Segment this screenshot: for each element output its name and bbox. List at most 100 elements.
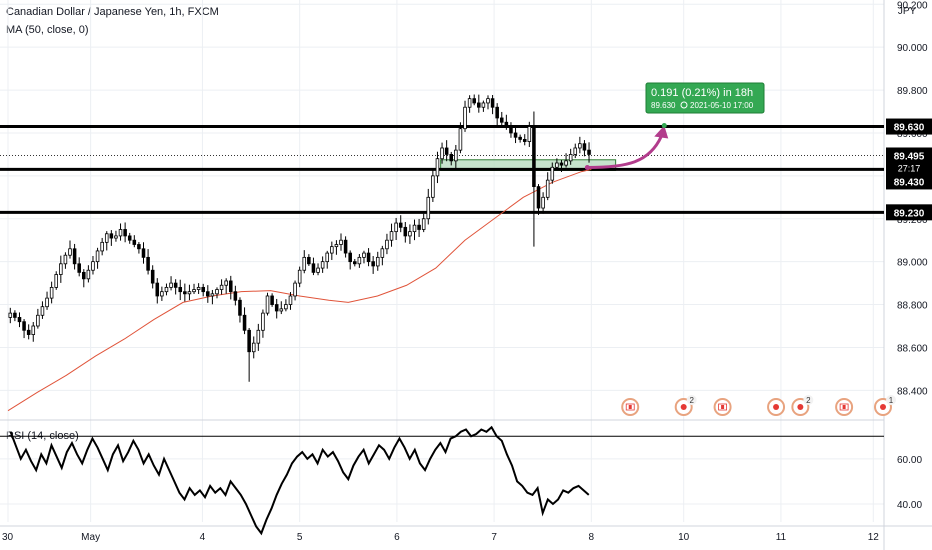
candle-down (26, 329, 31, 335)
candle-up (59, 263, 63, 275)
candle-down (127, 235, 132, 241)
candle-up (357, 256, 362, 265)
japan-flag-icon (880, 404, 886, 410)
price-tag-label: 89.230 (894, 208, 925, 219)
candle-down (22, 321, 26, 331)
event-badge-bg (686, 395, 697, 405)
candle-down (270, 295, 274, 305)
candle-up (36, 314, 40, 327)
candle-up (91, 261, 95, 271)
candle-up (555, 162, 559, 168)
candle-down (17, 317, 22, 323)
candle-up (435, 158, 440, 177)
candle-up (114, 235, 118, 239)
candle-down (559, 162, 564, 166)
japan-flag-icon (680, 404, 687, 410)
candle-up (330, 246, 334, 254)
ma-indicator-label: MA (50, close, 0) (6, 24, 89, 36)
candle-up (288, 295, 293, 305)
candle-up (54, 274, 59, 288)
y-tick-label: 89.000 (897, 258, 928, 269)
candle-up (385, 239, 389, 250)
candle-up (481, 102, 486, 108)
candle-down (403, 226, 408, 237)
candle-up (251, 342, 256, 353)
y-tick-label: 90.000 (897, 43, 928, 54)
projection-price-text: 89.630 (651, 101, 676, 110)
event-badge-count: 2 (689, 396, 694, 405)
candle-down (353, 261, 357, 265)
x-tick-label: 12 (868, 532, 880, 543)
candle-down (72, 248, 77, 265)
canada-flag-leaf (721, 405, 725, 409)
y-tick-label: 88.800 (897, 301, 928, 312)
candle-down (499, 117, 504, 123)
candle-up (265, 295, 270, 314)
candle-down (398, 222, 403, 228)
candle-up (118, 229, 123, 237)
canada-flag-leaf (842, 405, 846, 409)
candle-up (210, 293, 215, 297)
price-tag-label: 89.430 (894, 177, 925, 188)
candle-up (458, 128, 463, 151)
candle-up (320, 261, 325, 269)
candle-up (31, 325, 36, 335)
candle-up (160, 291, 164, 297)
candle-up (389, 231, 394, 241)
candle-down (247, 329, 251, 353)
candle-down (150, 269, 155, 284)
candle-up (192, 289, 196, 293)
candle-up (279, 308, 284, 312)
ma-line (7, 168, 592, 412)
candle-up (261, 312, 265, 331)
candle-up (545, 179, 550, 198)
candle-down (449, 154, 454, 162)
candle-down (178, 286, 183, 293)
candle-up (568, 154, 573, 162)
event-badge-bg (886, 395, 896, 405)
candle-down (123, 229, 127, 237)
y-tick-label: 88.400 (897, 386, 928, 397)
x-tick-label: 7 (491, 532, 497, 543)
event-badge-count: 1 (889, 396, 894, 405)
candle-up (49, 286, 54, 299)
last-price-label: 89.495 (894, 151, 925, 162)
candle-up (426, 196, 431, 220)
candle-down (587, 149, 591, 155)
event-badge-count: 2 (806, 396, 811, 405)
x-tick-label: 6 (394, 532, 400, 543)
candle-down (582, 143, 587, 151)
candle-up (196, 286, 201, 290)
candle-up (421, 218, 426, 230)
candle-down (371, 261, 375, 267)
candle-up (164, 286, 169, 293)
x-tick-label: 5 (297, 532, 303, 543)
candle-down (238, 299, 242, 316)
projection-date-text: 2021-05-10 17:00 (690, 101, 754, 110)
candle-down (201, 286, 205, 293)
candle-down (307, 256, 311, 265)
rsi-line (9, 425, 590, 536)
x-tick-label: May (81, 532, 100, 543)
projection-target-dot (661, 123, 667, 129)
candle-up (215, 289, 219, 295)
projection-arrow (587, 135, 663, 169)
candle-up (578, 143, 582, 149)
candle-up (297, 269, 302, 284)
candle-down (477, 102, 481, 108)
candle-down (495, 106, 499, 119)
candle-up (394, 222, 398, 233)
currency-label: JPY (898, 6, 917, 17)
candle-down (146, 256, 150, 271)
x-tick-label: 10 (678, 532, 690, 543)
projection-label-box (645, 82, 765, 114)
candle-down (242, 314, 247, 331)
candle-up (187, 291, 192, 295)
candle-up (284, 304, 288, 310)
candle-up (573, 147, 578, 155)
candle-down (132, 239, 137, 245)
candle-up (380, 248, 385, 258)
y-tick-label: 88.600 (897, 343, 928, 354)
candle-down (518, 136, 522, 140)
